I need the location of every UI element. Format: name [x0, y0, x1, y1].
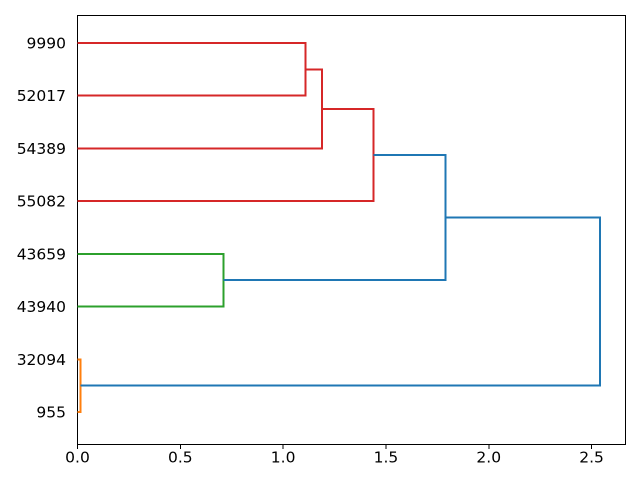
- leaf-label: 32094: [17, 351, 66, 369]
- leaf-label: 43659: [17, 245, 66, 263]
- leaf-label: 9990: [27, 35, 66, 53]
- leaf-label: 55082: [17, 193, 66, 211]
- plot-border: [77, 15, 626, 445]
- x-tick-label: 2.0: [476, 449, 501, 467]
- dendrogram-link-m4: [77, 252, 225, 308]
- x-tick-label: 1.0: [271, 449, 296, 467]
- leaf-label: 43940: [17, 298, 66, 316]
- x-tick-label: 1.5: [374, 449, 399, 467]
- dendrogram-link-m6: [223, 154, 447, 282]
- dendrogram-link-m3: [77, 107, 375, 203]
- leaf-label: 955: [36, 403, 66, 421]
- dendrogram-link-m5: [77, 358, 82, 413]
- x-tick-label: 2.5: [579, 449, 604, 467]
- x-tick-label: 0.5: [168, 449, 193, 467]
- leaf-label: 54389: [17, 140, 66, 158]
- x-tick-label: 0.0: [65, 449, 90, 467]
- dendrogram-link-m7: [80, 216, 601, 387]
- leaf-label: 52017: [17, 87, 66, 105]
